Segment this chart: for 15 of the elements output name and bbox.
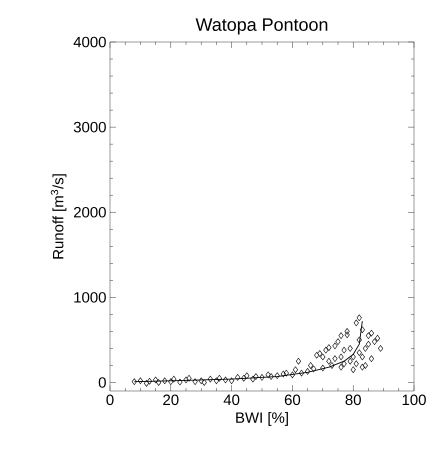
x-tick-label: 0 <box>106 394 114 406</box>
x-tick-label: 20 <box>163 394 179 406</box>
chart-title: Watopa Pontoon <box>196 18 328 34</box>
x-axis-title: BWI [%] <box>236 412 288 426</box>
y-tick-label: 3000 <box>74 122 106 132</box>
y-tick-label: 1000 <box>74 292 106 303</box>
y-tick-label: 2000 <box>74 206 106 218</box>
y-axis-title: Runoff [m$^{3}$/s] <box>50 174 66 259</box>
line-series <box>134 320 363 382</box>
y-tick-label: 4000 <box>74 36 106 48</box>
x-tick-label: 80 <box>346 394 361 406</box>
x-tick-label: 40 <box>224 394 240 406</box>
x-tick-label: 100 <box>402 394 426 406</box>
x-tick-label: 60 <box>284 394 300 406</box>
y-tick-label: 0 <box>98 377 106 388</box>
